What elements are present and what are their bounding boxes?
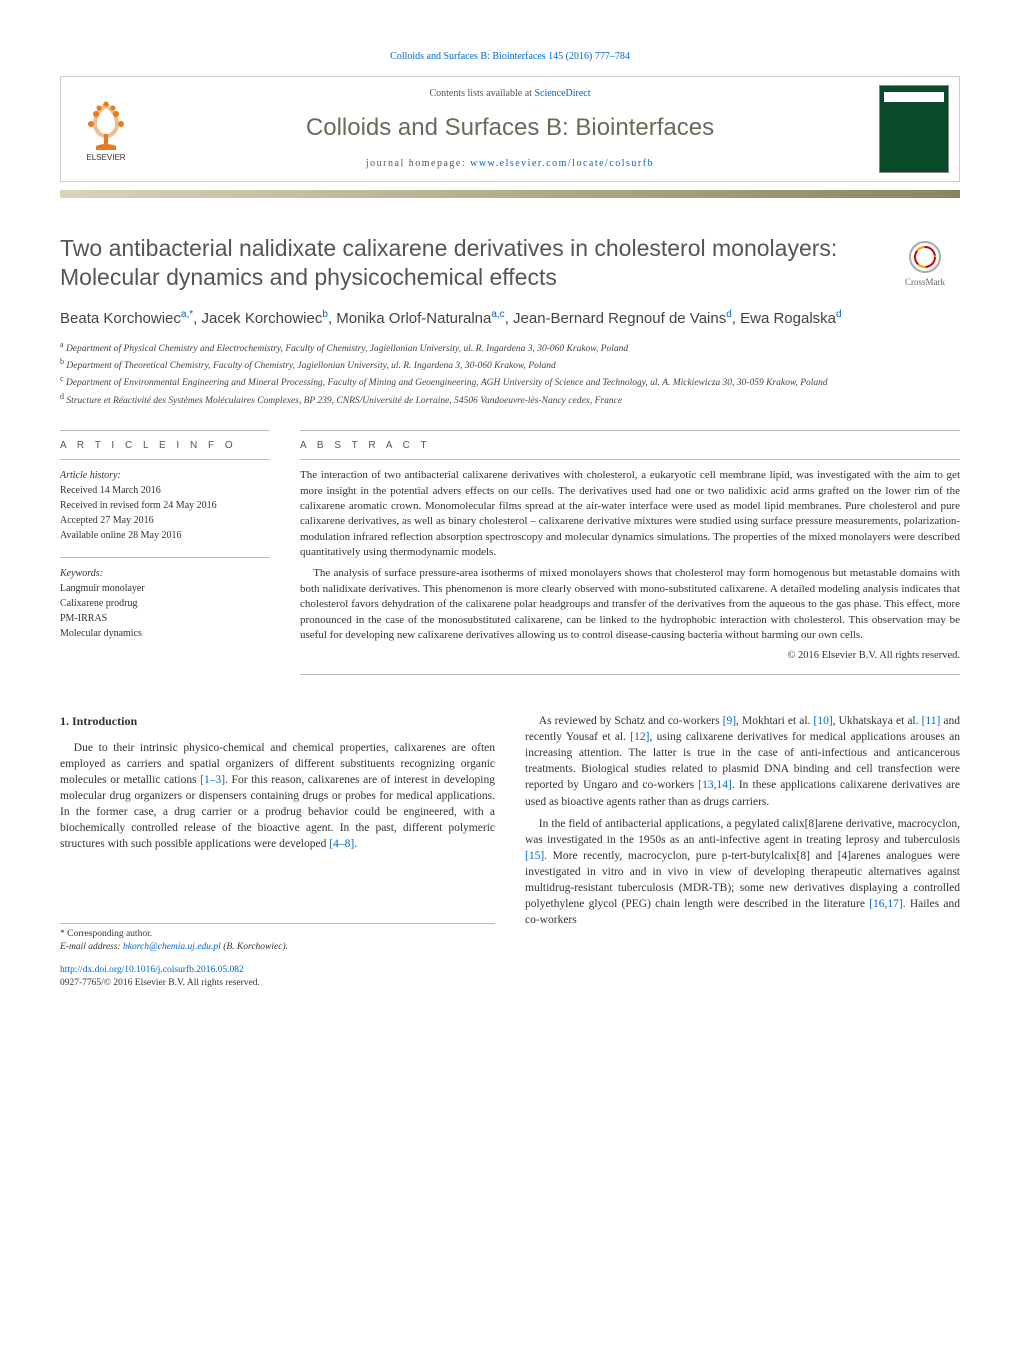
info-abstract-row: a r t i c l e i n f o Article history: R… [60, 426, 960, 675]
journal-homepage-link[interactable]: www.elsevier.com/locate/colsurfb [470, 158, 654, 169]
email-label: E-mail address: [60, 942, 123, 952]
body-left-column: 1. Introduction Due to their intrinsic p… [60, 713, 495, 991]
crossmark-label: CrossMark [905, 277, 945, 287]
journal-name: Colloids and Surfaces B: Biointerfaces [159, 111, 861, 145]
journal-reference-top: Colloids and Surfaces B: Biointerfaces 1… [60, 50, 960, 64]
article-history-label: Article history: [60, 468, 270, 483]
history-line: Received in revised form 24 May 2016 [60, 498, 270, 513]
email-suffix: (B. Korchowiec). [221, 942, 288, 952]
abstract-heading: a b s t r a c t [300, 439, 960, 453]
doi-block: http://dx.doi.org/10.1016/j.colsurfb.201… [60, 964, 495, 991]
keyword-line: PM-IRRAS [60, 611, 270, 626]
body-right-column: As reviewed by Schatz and co-workers [9]… [525, 713, 960, 991]
section-1-heading: 1. Introduction [60, 713, 495, 730]
affiliation-line: a Department of Physical Chemistry and E… [60, 339, 960, 356]
footnote-block: * Corresponding author. E-mail address: … [60, 923, 495, 955]
affiliation-line: b Department of Theoretical Chemistry, F… [60, 356, 960, 373]
abstract-copyright: © 2016 Elsevier B.V. All rights reserved… [300, 649, 960, 664]
history-line: Accepted 27 May 2016 [60, 513, 270, 528]
history-line: Available online 28 May 2016 [60, 528, 270, 543]
contents-prefix: Contents lists available at [429, 88, 534, 99]
affiliation-line: d Structure et Réactivité des Systèmes M… [60, 391, 960, 408]
article-info-column: a r t i c l e i n f o Article history: R… [60, 426, 270, 675]
title-row: Two antibacterial nalidixate calixarene … [60, 234, 960, 308]
homepage-prefix: journal homepage: [366, 158, 470, 169]
abstract-paragraph: The analysis of surface pressure-area is… [300, 566, 960, 643]
body-paragraph: In the field of antibacterial applicatio… [525, 816, 960, 929]
crossmark-icon [908, 240, 942, 274]
article-history-block: Article history: Received 14 March 2016R… [60, 468, 270, 543]
journal-cover-cell [869, 77, 959, 181]
corresponding-author-note: * Corresponding author. [60, 928, 495, 941]
affiliation-list: a Department of Physical Chemistry and E… [60, 339, 960, 409]
article-info-heading: a r t i c l e i n f o [60, 439, 270, 453]
contents-available-line: Contents lists available at ScienceDirec… [159, 87, 861, 101]
corresponding-email-link[interactable]: bkorch@chemia.uj.edu.pl [123, 942, 221, 952]
journal-header-center: Contents lists available at ScienceDirec… [151, 77, 869, 181]
history-line: Received 14 March 2016 [60, 483, 270, 498]
sciencedirect-link[interactable]: ScienceDirect [534, 88, 590, 99]
affiliation-line: c Department of Environmental Engineerin… [60, 373, 960, 390]
publisher-logo-cell: ELSEVIER [61, 77, 151, 181]
issn-copyright-line: 0927-7765/© 2016 Elsevier B.V. All right… [60, 978, 260, 988]
journal-cover-thumbnail-icon [879, 85, 949, 173]
article-title: Two antibacterial nalidixate calixarene … [60, 234, 880, 292]
article-page: Colloids and Surfaces B: Biointerfaces 1… [0, 0, 1020, 1031]
svg-text:ELSEVIER: ELSEVIER [86, 153, 125, 162]
keywords-block: Keywords: Langmuir monolayerCalixarene p… [60, 566, 270, 641]
body-paragraph: Due to their intrinsic physico-chemical … [60, 740, 495, 853]
decorative-gradient-bar [60, 190, 960, 198]
journal-header: ELSEVIER Contents lists available at Sci… [60, 76, 960, 182]
keywords-label: Keywords: [60, 566, 270, 581]
abstract-paragraph: The interaction of two antibacterial cal… [300, 468, 960, 560]
keyword-line: Molecular dynamics [60, 626, 270, 641]
author-list: Beata Korchowieca,*, Jacek Korchowiecb, … [60, 308, 960, 329]
body-two-column: 1. Introduction Due to their intrinsic p… [60, 713, 960, 991]
journal-homepage-line: journal homepage: www.elsevier.com/locat… [159, 157, 861, 171]
keyword-line: Calixarene prodrug [60, 596, 270, 611]
keyword-line: Langmuir monolayer [60, 581, 270, 596]
crossmark-badge[interactable]: CrossMark [890, 240, 960, 289]
abstract-text: The interaction of two antibacterial cal… [300, 468, 960, 643]
elsevier-tree-logo-icon: ELSEVIER [71, 94, 141, 164]
body-paragraph: As reviewed by Schatz and co-workers [9]… [525, 713, 960, 810]
abstract-column: a b s t r a c t The interaction of two a… [300, 426, 960, 675]
corresponding-email-line: E-mail address: bkorch@chemia.uj.edu.pl … [60, 941, 495, 954]
doi-link[interactable]: http://dx.doi.org/10.1016/j.colsurfb.201… [60, 965, 244, 975]
